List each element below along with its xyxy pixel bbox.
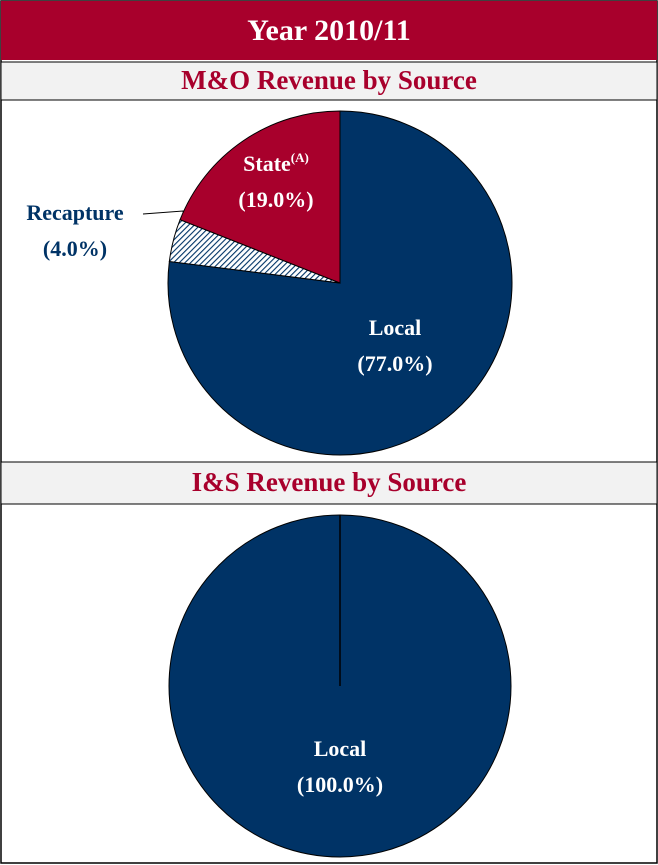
category-name: State (243, 151, 291, 176)
category-name: Local (369, 315, 422, 340)
slice-label: Local (369, 315, 422, 340)
slice-label: Recapture (26, 200, 124, 225)
footnote-mark: (A) (291, 150, 309, 165)
pie-slice (179, 110, 341, 284)
title-band (0, 461, 658, 505)
category-name: Local (314, 736, 367, 761)
header-band (1, 1, 657, 60)
value-label: (4.0%) (43, 236, 107, 261)
chart-title: M&O Revenue by Source (181, 65, 477, 95)
value-label: (19.0%) (238, 187, 313, 212)
slice-label: State(A) (243, 150, 309, 176)
value-label: (77.0%) (357, 351, 432, 376)
value-label: (100.0%) (297, 772, 383, 797)
slice-label: Local (314, 736, 367, 761)
header-title: Year 2010/11 (247, 14, 411, 47)
category-name: Recapture (26, 200, 124, 225)
chart-title: I&S Revenue by Source (192, 467, 467, 497)
title-band (0, 61, 658, 101)
